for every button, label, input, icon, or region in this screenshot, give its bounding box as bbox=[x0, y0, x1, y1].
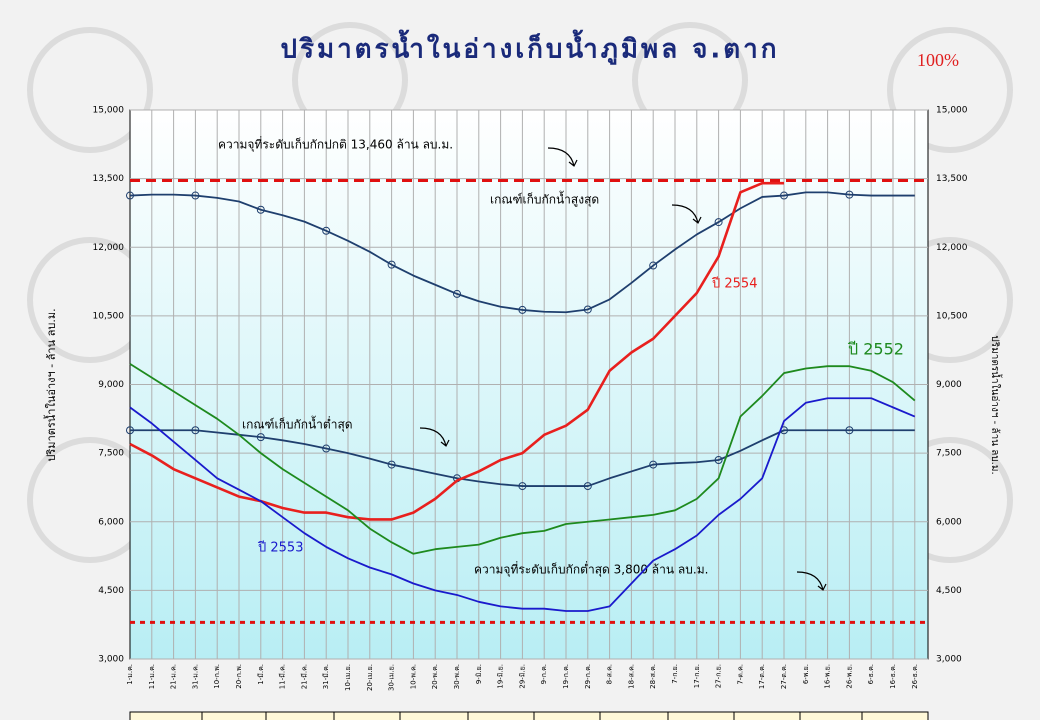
annotation: ความจุที่ระดับเก็บกักต่ำสุด 3,800 ล้าน ล… bbox=[474, 561, 708, 578]
x-tick-label: 31-ม.ค. bbox=[191, 664, 199, 689]
x-tick-label: 10-พ.ค. bbox=[409, 664, 417, 689]
x-tick-label: 28-ส.ค. bbox=[649, 664, 657, 689]
y2-tick-label: 4,500 bbox=[936, 586, 962, 596]
x-tick-label: 17-ต.ค. bbox=[758, 664, 766, 689]
x-tick-label: 6-ธ.ค. bbox=[867, 664, 875, 684]
x-tick-label: 16-ธ.ค. bbox=[889, 664, 897, 689]
x-tick-label: 11-มี.ค. bbox=[279, 664, 287, 689]
series-label: เกณฑ์เก็บกักน้ำสูงสุด bbox=[490, 191, 599, 208]
x-tick-label: 8-ส.ค. bbox=[606, 664, 614, 684]
y-tick-label: 9,000 bbox=[98, 380, 124, 390]
annotation: ความจุที่ระดับเก็บกักปกติ 13,460 ล้าน ลบ… bbox=[218, 136, 453, 153]
marker bbox=[845, 426, 854, 435]
marker bbox=[322, 444, 331, 453]
y-tick-label: 13,500 bbox=[93, 174, 125, 184]
x-tick-label: 21-ม.ค. bbox=[170, 664, 178, 689]
x-tick-label: 7-ต.ค. bbox=[736, 664, 744, 685]
series-line bbox=[130, 429, 915, 487]
x-tick-label: 16-พ.ย. bbox=[824, 664, 832, 689]
y-tick-label: 4,500 bbox=[98, 586, 124, 596]
x-tick-label: 27-ก.ย. bbox=[715, 664, 723, 688]
y-axis-label: ปริมาตรน้ำในอ่างฯ - ล้าน ลบ.ม. bbox=[43, 308, 58, 461]
arrow bbox=[796, 571, 827, 591]
x-tick-label: 10-ก.พ. bbox=[213, 664, 221, 689]
series-line bbox=[129, 363, 916, 555]
y-tick-label: 10,500 bbox=[93, 311, 125, 321]
y2-tick-label: 7,500 bbox=[936, 449, 962, 459]
series-label: ปี 2553 bbox=[257, 540, 303, 556]
x-tick-label: 21-มี.ค. bbox=[300, 664, 308, 689]
x-tick-label: 20-เม.ย. bbox=[366, 664, 374, 691]
y-tick-label: 7,500 bbox=[98, 449, 124, 459]
x-tick-label: 20-ก.พ. bbox=[235, 664, 243, 689]
marker bbox=[387, 460, 396, 469]
y-tick-label: 3,000 bbox=[98, 655, 124, 665]
marker bbox=[191, 426, 200, 435]
x-tick-label: 17-ก.ย. bbox=[693, 664, 701, 688]
marker bbox=[191, 191, 200, 200]
y2-tick-label: 13,500 bbox=[936, 174, 968, 184]
x-tick-label: 29-ก.ค. bbox=[584, 664, 592, 689]
y-tick-label: 12,000 bbox=[93, 243, 125, 253]
y2-tick-label: 3,000 bbox=[936, 655, 962, 665]
x-tick-label: 29-มิ.ย. bbox=[518, 664, 526, 689]
marker bbox=[649, 261, 658, 270]
marker bbox=[845, 190, 854, 199]
arrow bbox=[419, 427, 450, 447]
chart-title: ปริมาตรน้ำในอ่างเก็บน้ำภูมิพล จ.ตาก bbox=[280, 29, 779, 66]
y-tick-label: 15,000 bbox=[93, 106, 125, 116]
y-tick-label: 6,000 bbox=[98, 517, 124, 527]
marker bbox=[583, 482, 592, 491]
x-tick-label: 9-มิ.ย. bbox=[475, 664, 483, 684]
x-tick-label: 26-พ.ย. bbox=[845, 664, 853, 689]
marker bbox=[518, 482, 527, 491]
y2-tick-label: 6,000 bbox=[936, 517, 962, 527]
series-label: เกณฑ์เก็บกักน้ำต่ำสุด bbox=[242, 416, 353, 433]
marker bbox=[714, 455, 723, 464]
y2-tick-label: 9,000 bbox=[936, 380, 962, 390]
y2-tick-label: 12,000 bbox=[936, 243, 968, 253]
marker bbox=[714, 218, 723, 227]
series-label: ปี 2552 bbox=[848, 340, 904, 359]
bottom-table bbox=[129, 711, 929, 720]
marker bbox=[126, 426, 134, 435]
arrow bbox=[547, 147, 578, 167]
badge: 100% bbox=[917, 50, 959, 70]
series-label: ปี 2554 bbox=[711, 276, 757, 292]
x-tick-label: 1-ม.ค. bbox=[126, 664, 134, 685]
x-tick-label: 7-ก.ย. bbox=[671, 664, 679, 684]
x-tick-label: 1-มี.ค. bbox=[257, 664, 265, 685]
arrow bbox=[671, 204, 702, 224]
series-line bbox=[129, 397, 916, 612]
x-tick-label: 31-มี.ค. bbox=[322, 664, 330, 689]
marker bbox=[780, 191, 788, 200]
y2-tick-label: 10,500 bbox=[936, 311, 968, 321]
marker bbox=[649, 460, 658, 469]
x-tick-label: 18-ส.ค. bbox=[627, 664, 635, 689]
marker bbox=[322, 226, 331, 235]
x-tick-label: 19-มิ.ย. bbox=[497, 664, 505, 689]
x-tick-label: 6-พ.ย. bbox=[802, 664, 810, 684]
x-tick-label: 11-ม.ค. bbox=[148, 664, 156, 689]
series-line bbox=[129, 181, 784, 521]
marker bbox=[453, 289, 461, 298]
marker bbox=[518, 305, 527, 314]
marker bbox=[387, 260, 396, 269]
x-tick-label: 19-ก.ค. bbox=[562, 664, 570, 689]
x-tick-label: 26-ธ.ค. bbox=[911, 664, 919, 689]
marker bbox=[583, 305, 592, 314]
marker bbox=[256, 205, 265, 214]
x-tick-label: 30-เม.ย. bbox=[388, 664, 396, 691]
series-line bbox=[129, 191, 915, 314]
y2-axis-label: ปริมาตรน้ำในอ่างฯ - ล้าน ลบ.ม. bbox=[989, 335, 1003, 474]
x-tick-label: 20-พ.ค. bbox=[431, 664, 439, 689]
x-tick-label: 30-พ.ค. bbox=[453, 664, 461, 689]
x-tick-label: 27-ต.ค. bbox=[780, 664, 788, 689]
y2-tick-label: 15,000 bbox=[936, 106, 968, 116]
marker bbox=[256, 433, 265, 442]
x-tick-label: 9-ก.ค. bbox=[540, 664, 548, 684]
x-tick-label: 10-เม.ย. bbox=[344, 664, 352, 691]
marker bbox=[126, 191, 134, 200]
